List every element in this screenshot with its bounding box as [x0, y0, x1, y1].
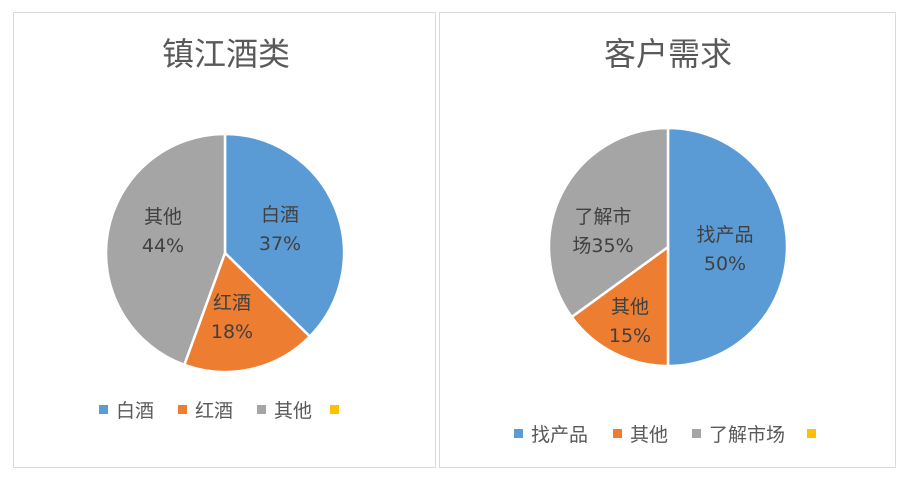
chart-title: 镇江酒类 [162, 35, 290, 73]
legend-swatch [330, 405, 339, 414]
legend-label: 找产品 [531, 424, 588, 446]
slice-value-label: 37% [259, 233, 301, 255]
legend-label: 了解市场 [709, 424, 785, 446]
slice-labels: 白酒 37% 红酒 18% 其他 44% [142, 204, 301, 343]
slice-value-label: 18% [211, 321, 253, 343]
pie-slice [223, 132, 346, 338]
legend: 白酒 红酒 其他 [99, 400, 339, 422]
legend-label: 其他 [630, 424, 668, 446]
slice-category-value-label: 场35% [572, 235, 633, 257]
slice-category-label: 找产品 [696, 224, 753, 246]
legend-swatch [99, 405, 108, 414]
legend-swatch [807, 429, 816, 438]
slice-value-label: 44% [142, 235, 184, 257]
slice-value-label: 50% [704, 253, 746, 275]
liquor-pie-svg: 镇江酒类 白酒 37% 红酒 18% 其他 44% 白酒 红酒 其他 [99, 35, 346, 422]
legend-swatch [178, 405, 187, 414]
legend-swatch [692, 429, 701, 438]
pie-slices [104, 132, 346, 374]
slice-category-label: 白酒 [261, 204, 299, 226]
legend-label: 红酒 [195, 400, 233, 422]
slice-value-label: 15% [609, 325, 651, 347]
pie-slice [104, 132, 227, 367]
chart-title: 客户需求 [604, 35, 732, 73]
chart-panel-liquor: 镇江酒类 白酒 37% 红酒 18% 其他 44% 白酒 红酒 其他 [13, 12, 436, 468]
pie-slice [666, 126, 789, 368]
pie-slice [570, 245, 670, 368]
slice-category-label: 了解市 [574, 206, 631, 228]
legend-swatch [257, 405, 266, 414]
legend-label: 白酒 [116, 400, 154, 422]
slice-category-label: 其他 [611, 296, 649, 318]
pie-slice [547, 126, 670, 319]
pie-slice [183, 251, 312, 374]
slice-labels: 找产品 50% 其他 15% 了解市 场35% [572, 206, 753, 347]
demand-pie-svg: 客户需求 找产品 50% 其他 15% 了解市 场35% 找产品 其他 了解市场 [514, 35, 816, 446]
slice-category-label: 其他 [144, 206, 182, 228]
pie-slices [547, 126, 789, 368]
legend: 找产品 其他 了解市场 [514, 424, 816, 446]
legend-swatch [613, 429, 622, 438]
slice-category-label: 红酒 [213, 292, 251, 314]
legend-label: 其他 [274, 400, 312, 422]
legend-swatch [514, 429, 523, 438]
chart-panel-customer-demand: 客户需求 找产品 50% 其他 15% 了解市 场35% 找产品 其他 了解市场 [439, 12, 896, 468]
